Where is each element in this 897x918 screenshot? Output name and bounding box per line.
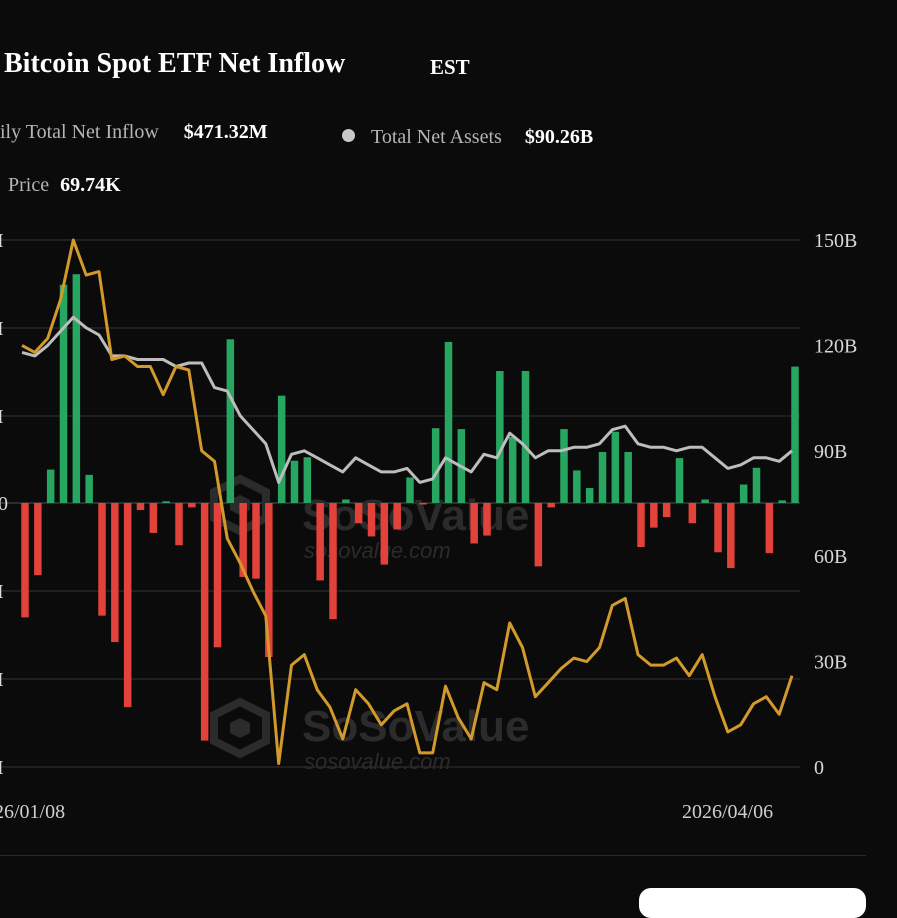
inflow-bar[interactable] (406, 477, 414, 503)
watermark-url: sosovalue.com (304, 538, 451, 563)
legend-net-assets-label: Total Net Assets (371, 126, 502, 148)
x-axis-start-label: 26/01/08 (0, 801, 65, 823)
outflow-bar[interactable] (688, 503, 697, 524)
inflow-bar[interactable] (778, 500, 786, 503)
left-axis-tick: I (0, 230, 4, 252)
watermark-brand: SoSoValue (302, 491, 529, 540)
right-axis-tick: 90B (814, 441, 847, 463)
inflow-bar[interactable] (59, 284, 68, 503)
outflow-bar[interactable] (650, 503, 658, 528)
price-line (21, 238, 794, 765)
inflow-bar[interactable] (624, 451, 632, 503)
inflow-bar[interactable] (598, 451, 607, 503)
outflow-bar[interactable] (149, 503, 158, 533)
outflow-bar[interactable] (354, 503, 363, 524)
outflow-bar[interactable] (470, 503, 478, 544)
x-axis-end-label: 2026/04/06 (682, 801, 773, 823)
watermark-logo-icon (210, 697, 270, 759)
outflow-bar[interactable] (547, 503, 555, 508)
chart-title-text: Bitcoin Spot ETF Net Inflow (4, 48, 346, 79)
inflow-bar[interactable] (573, 470, 581, 503)
outflow-bar[interactable] (662, 503, 671, 518)
left-axis-tick: 0 (0, 493, 8, 515)
outflow-bar[interactable] (393, 503, 401, 530)
inflow-bars (21, 274, 799, 741)
outflow-bar[interactable] (175, 503, 183, 546)
outflow-bar[interactable] (239, 503, 247, 577)
legend-daily-inflow-label: ily Total Net Inflow (0, 121, 159, 143)
outflow-bar[interactable] (316, 503, 324, 581)
outflow-bar[interactable] (637, 503, 645, 547)
outflow-bar[interactable] (727, 503, 735, 569)
outflow-bar[interactable] (111, 503, 119, 643)
left-axis-tick: I (0, 581, 4, 603)
inflow-bar[interactable] (162, 501, 170, 503)
outflow-bar[interactable] (329, 503, 337, 620)
watermark-brand: SoSoValue (302, 702, 529, 751)
outflow-bar[interactable] (367, 503, 376, 537)
left-axis-tick: I (0, 757, 4, 779)
inflow-bar[interactable] (303, 457, 312, 503)
right-axis-tick: 150B (814, 230, 857, 252)
outflow-bar[interactable] (252, 503, 260, 579)
total-net-assets-line (21, 315, 793, 484)
outflow-bar[interactable] (380, 503, 389, 565)
inflow-bar[interactable] (277, 395, 286, 503)
chart-title: Bitcoin Spot ETF Net Inflow (4, 48, 345, 80)
outflow-bar[interactable] (34, 503, 42, 576)
inflow-bar[interactable] (496, 371, 504, 503)
timezone-toggle[interactable]: EST (430, 55, 470, 79)
legend-price-label: Price (8, 174, 50, 196)
inflow-bar[interactable] (342, 499, 350, 503)
left-axis-tick: I (0, 318, 4, 340)
inflow-bar[interactable] (431, 428, 440, 503)
inflow-bar[interactable] (72, 274, 81, 503)
outflow-bar[interactable] (265, 503, 273, 657)
outflow-bar[interactable] (188, 503, 196, 508)
axes: I I I 0 I I I 150B 120B 90B 60B 30B 0 26/01/08 2026/04… (0, 230, 857, 823)
inflow-bar[interactable] (752, 467, 761, 503)
right-axis-tick: 120B (814, 335, 857, 357)
legend-daily-inflow-value: $471.32M (183, 121, 268, 143)
legend-daily-inflow[interactable]: ily Total Net Inflow $471.32M (0, 121, 268, 144)
outflow-bar[interactable] (483, 503, 491, 536)
left-axis-tick: I (0, 669, 4, 691)
inflow-bar[interactable] (675, 458, 684, 503)
outflow-bar[interactable] (419, 503, 427, 505)
inflow-bar[interactable] (560, 429, 568, 503)
outflow-bar[interactable] (714, 503, 722, 553)
inflow-bar[interactable] (46, 469, 55, 503)
legend-net-assets-value: $90.26B (524, 126, 594, 148)
outflow-bar[interactable] (98, 503, 106, 616)
outflow-bar[interactable] (213, 503, 222, 648)
right-axis-tick: 60B (814, 546, 847, 568)
divider (0, 855, 866, 856)
outflow-bar[interactable] (534, 503, 543, 567)
inflow-bar[interactable] (611, 431, 620, 503)
inflow-bar[interactable] (739, 484, 748, 503)
etf-flow-chart[interactable]: SoSoValue sosovalue.com SoSoValue sosova… (0, 0, 897, 897)
legend-net-assets[interactable]: Total Net Assets $90.26B (342, 126, 593, 149)
right-axis-tick: 0 (814, 757, 824, 779)
outflow-bar[interactable] (21, 503, 29, 618)
inflow-bar[interactable] (508, 437, 517, 503)
inflow-bar[interactable] (226, 339, 235, 503)
left-axis-tick: I (0, 406, 4, 428)
outflow-bar[interactable] (123, 503, 132, 708)
inflow-bar[interactable] (444, 341, 453, 503)
legend-price-value: 69.74K (60, 174, 121, 196)
inflow-bar[interactable] (585, 488, 594, 503)
outflow-bar[interactable] (765, 503, 774, 554)
inflow-bar[interactable] (290, 460, 299, 503)
outflow-bar[interactable] (136, 503, 145, 511)
outflow-bar[interactable] (200, 503, 209, 741)
inflow-bar[interactable] (85, 474, 93, 503)
action-pill-button[interactable] (639, 888, 866, 918)
inflow-bar[interactable] (791, 366, 799, 503)
inflow-bar[interactable] (521, 371, 530, 503)
net-assets-dot-icon (342, 129, 355, 142)
legend-price[interactable]: Price 69.74K (8, 174, 121, 197)
inflow-bar[interactable] (701, 499, 709, 503)
right-axis-tick: 30B (814, 652, 847, 674)
